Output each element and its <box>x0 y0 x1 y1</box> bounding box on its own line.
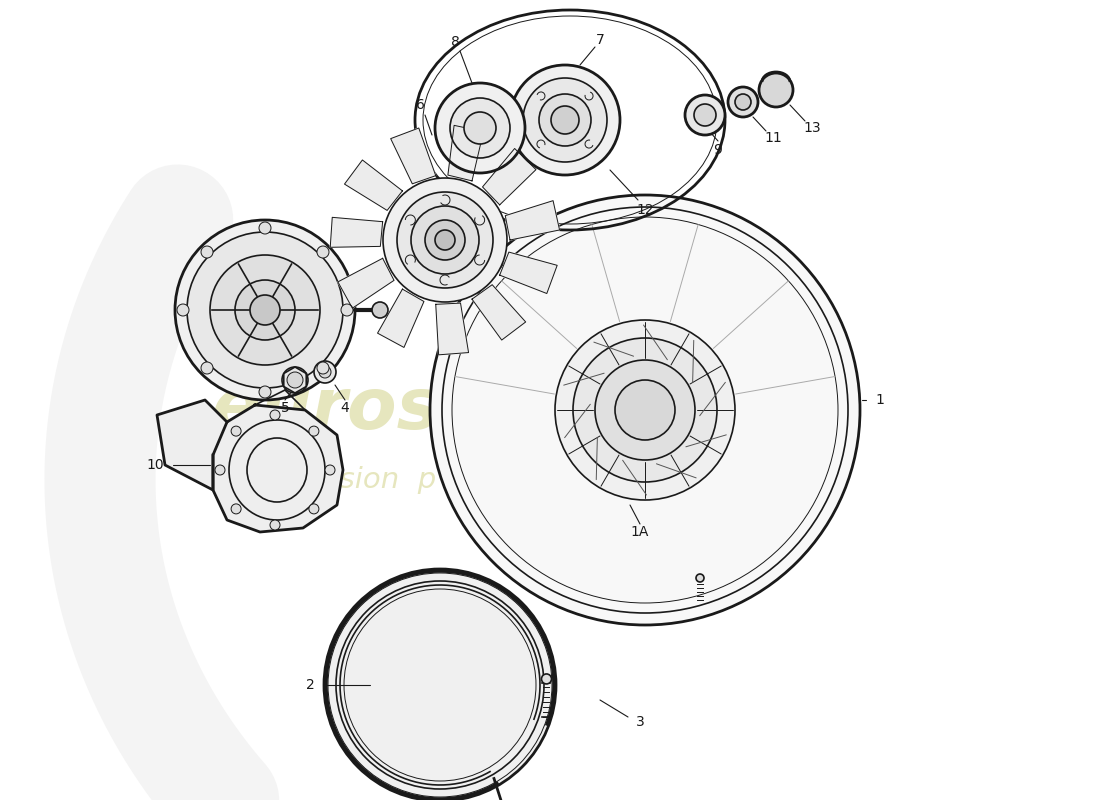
Polygon shape <box>330 218 383 247</box>
Text: 11: 11 <box>764 131 782 145</box>
Text: 3: 3 <box>636 715 645 729</box>
Circle shape <box>694 104 716 126</box>
Text: 12: 12 <box>636 203 653 217</box>
Circle shape <box>556 320 735 500</box>
Circle shape <box>411 206 478 274</box>
Circle shape <box>696 574 704 582</box>
Text: 4: 4 <box>341 401 350 415</box>
Circle shape <box>314 361 336 383</box>
Circle shape <box>464 112 496 144</box>
Polygon shape <box>472 285 526 340</box>
Circle shape <box>175 220 355 400</box>
Circle shape <box>551 106 579 134</box>
Circle shape <box>258 386 271 398</box>
Circle shape <box>177 304 189 316</box>
Polygon shape <box>505 201 560 240</box>
Circle shape <box>319 366 331 378</box>
Circle shape <box>324 569 556 800</box>
Circle shape <box>595 360 695 460</box>
Text: 8: 8 <box>451 35 460 49</box>
Circle shape <box>434 83 525 173</box>
Circle shape <box>522 78 607 162</box>
Circle shape <box>287 372 303 388</box>
Circle shape <box>250 295 280 325</box>
Circle shape <box>231 426 241 436</box>
Text: a passion  p         since 1985: a passion p since 1985 <box>262 466 679 494</box>
Circle shape <box>510 65 620 175</box>
Text: 10: 10 <box>146 458 164 472</box>
Circle shape <box>309 504 319 514</box>
Circle shape <box>324 465 336 475</box>
Circle shape <box>728 87 758 117</box>
Text: 7: 7 <box>595 33 604 47</box>
Polygon shape <box>390 128 436 184</box>
Circle shape <box>231 504 241 514</box>
Text: 1A: 1A <box>630 525 649 539</box>
Circle shape <box>397 192 493 288</box>
Circle shape <box>214 465 225 475</box>
Text: 13: 13 <box>803 121 821 135</box>
Circle shape <box>210 255 320 365</box>
Circle shape <box>309 426 319 436</box>
Text: eurospares: eurospares <box>211 375 669 445</box>
Circle shape <box>372 302 388 318</box>
Circle shape <box>270 410 280 420</box>
Polygon shape <box>483 149 536 205</box>
Text: 1: 1 <box>876 393 884 407</box>
Circle shape <box>735 94 751 110</box>
Circle shape <box>685 95 725 135</box>
Circle shape <box>434 230 455 250</box>
Circle shape <box>187 232 343 388</box>
Circle shape <box>759 73 793 107</box>
Circle shape <box>341 304 353 316</box>
Circle shape <box>201 246 213 258</box>
Text: 5: 5 <box>280 401 289 415</box>
Circle shape <box>615 380 675 440</box>
Circle shape <box>317 362 329 374</box>
Circle shape <box>258 222 271 234</box>
Circle shape <box>282 367 308 393</box>
Circle shape <box>201 362 213 374</box>
Polygon shape <box>338 258 394 308</box>
Circle shape <box>270 520 280 530</box>
Circle shape <box>430 195 860 625</box>
Text: 9: 9 <box>714 143 723 157</box>
Circle shape <box>317 246 329 258</box>
Polygon shape <box>377 289 424 347</box>
Circle shape <box>541 674 551 684</box>
Circle shape <box>235 280 295 340</box>
Circle shape <box>383 178 507 302</box>
Polygon shape <box>344 160 403 210</box>
Polygon shape <box>436 303 469 355</box>
Polygon shape <box>448 126 484 181</box>
Circle shape <box>425 220 465 260</box>
Polygon shape <box>499 252 558 294</box>
Text: 2: 2 <box>306 678 315 692</box>
Polygon shape <box>157 400 227 490</box>
Text: 6: 6 <box>416 98 425 112</box>
Circle shape <box>450 98 510 158</box>
Circle shape <box>573 338 717 482</box>
Polygon shape <box>213 405 343 532</box>
Circle shape <box>539 94 591 146</box>
